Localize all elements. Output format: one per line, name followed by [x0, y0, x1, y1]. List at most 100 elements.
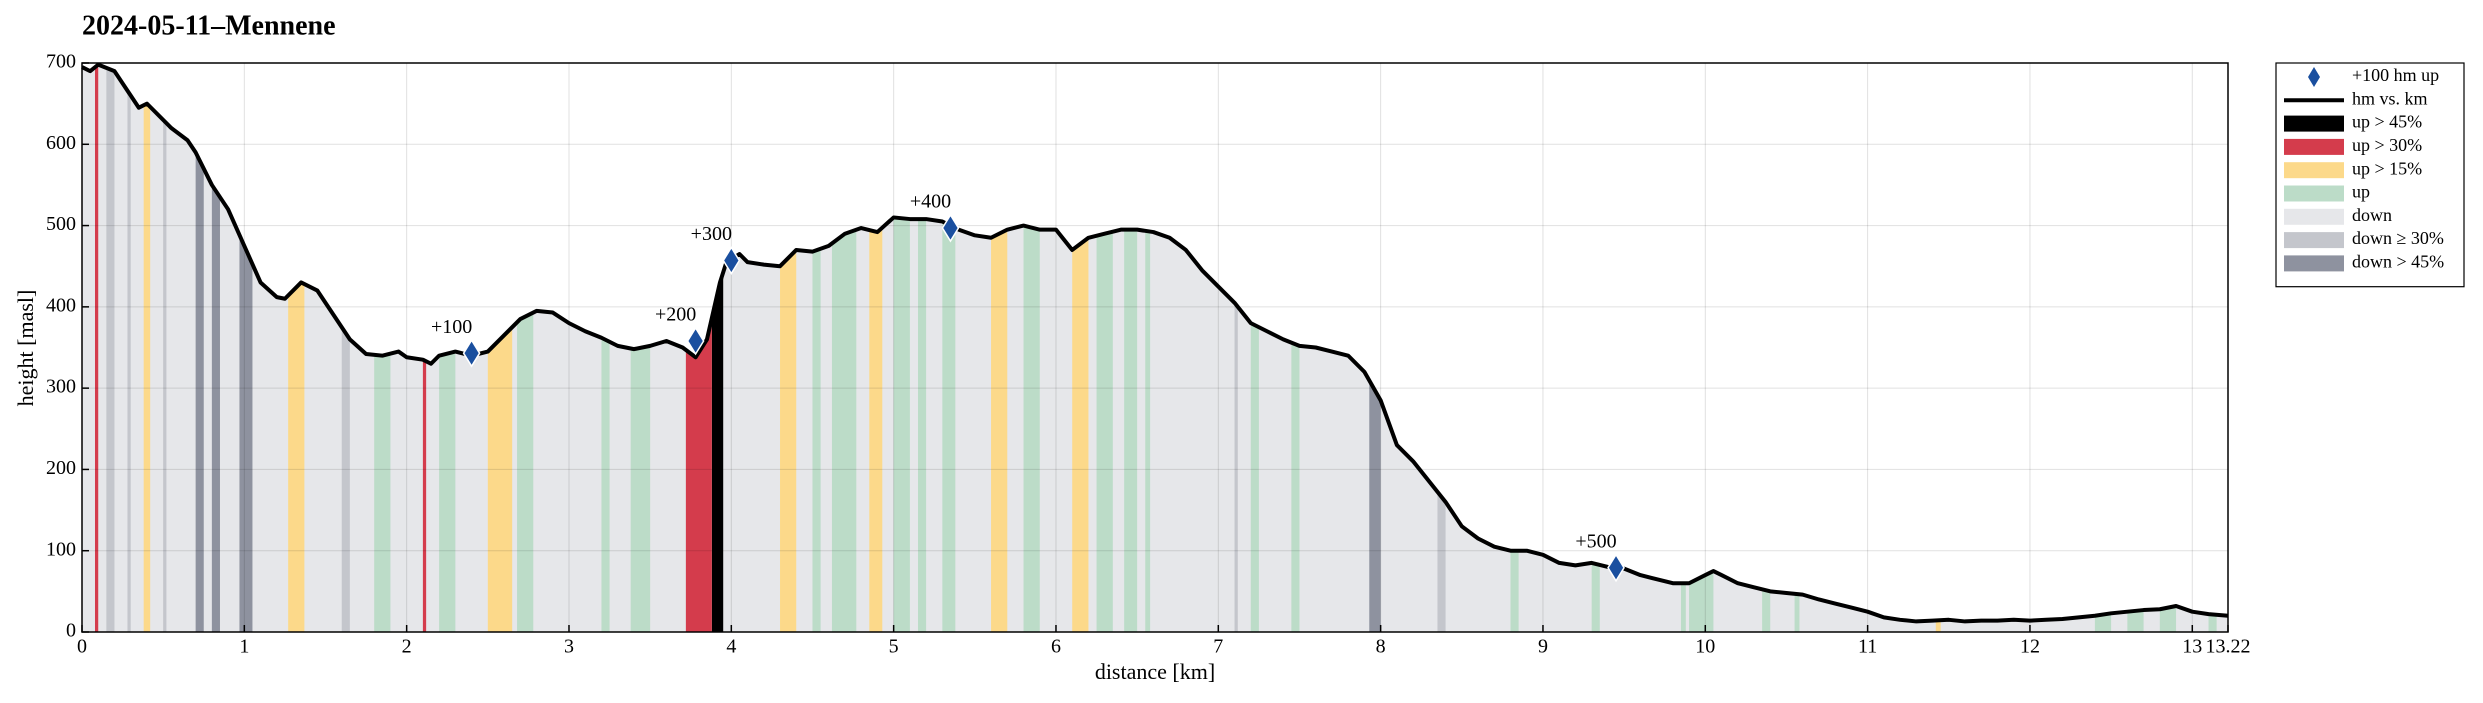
legend-label: up > 45% — [2352, 112, 2422, 132]
segment-band — [831, 64, 857, 632]
profile-line — [81, 62, 2229, 624]
segment-band — [239, 64, 253, 632]
segment-band — [991, 64, 1008, 632]
segment-band — [288, 64, 305, 632]
legend-label: down — [2352, 205, 2392, 225]
legend-swatch — [2284, 232, 2344, 249]
legend-label: down > 45% — [2352, 252, 2444, 272]
segment-band — [2127, 64, 2144, 632]
x-tick-label: 3 — [564, 636, 574, 658]
segment-band — [1023, 64, 1040, 632]
chart-title: 2024-05-11–Mennene — [82, 10, 336, 41]
y-tick-label: 600 — [46, 132, 76, 154]
legend-swatch — [2284, 162, 2344, 179]
hm-marker — [722, 246, 741, 275]
segment-band — [106, 64, 115, 632]
hm-label: +300 — [691, 223, 732, 245]
y-tick-label: 300 — [46, 376, 76, 398]
segment-band — [1291, 64, 1300, 632]
segment-band — [2159, 64, 2177, 632]
segment-band — [341, 64, 350, 632]
x-tick-label: 10 — [1695, 636, 1715, 658]
segment-band — [942, 64, 956, 632]
legend-swatch — [2284, 208, 2344, 225]
legend-label: up > 30% — [2352, 135, 2422, 155]
segment-band — [812, 64, 821, 632]
segment-band — [1689, 64, 1714, 632]
x-tick-label: 7 — [1213, 636, 1223, 658]
segment-band — [82, 64, 2228, 632]
x-tick-label: 1 — [239, 636, 249, 658]
segment-band — [1762, 64, 1771, 632]
x-tick-label: 11 — [1858, 636, 1877, 658]
segment-band — [780, 64, 797, 632]
x-tick-label: 13 — [2182, 636, 2202, 658]
y-tick-label: 400 — [46, 294, 76, 316]
y-tick-label: 0 — [66, 620, 76, 642]
x-tick-label: 4 — [726, 636, 736, 658]
segment-band — [2094, 64, 2112, 632]
x-tick-label: 2 — [402, 636, 412, 658]
segment-band — [1124, 64, 1138, 632]
segment-band — [439, 64, 456, 632]
hm-label: +200 — [655, 304, 696, 326]
x-tick-label: 8 — [1376, 636, 1386, 658]
plot-frame — [81, 62, 2229, 633]
hm-marker — [462, 338, 481, 368]
x-tick-label: 13.22 — [2206, 636, 2251, 658]
segment-band — [1369, 64, 1381, 632]
segment-band — [917, 64, 927, 632]
segment-band — [374, 64, 391, 632]
segment-band — [127, 64, 131, 632]
y-tick-label: 500 — [46, 213, 76, 235]
legend-label: +100 hm up — [2352, 65, 2439, 85]
segment-band — [1510, 64, 1519, 632]
y-tick-label: 700 — [46, 51, 76, 73]
segment-band — [1072, 64, 1089, 632]
hm-marker — [686, 326, 705, 356]
x-axis-label: distance [km] — [1095, 659, 1215, 684]
segment-band — [1145, 64, 1151, 632]
legend-label: up — [2352, 182, 2370, 202]
segment-band — [211, 64, 220, 632]
segment-band — [711, 64, 724, 632]
segment-band — [2208, 64, 2217, 632]
segment-band — [195, 64, 204, 632]
hm-marker — [941, 213, 960, 243]
legend-label: up > 15% — [2352, 158, 2422, 178]
x-tick-label: 5 — [889, 636, 899, 658]
legend-swatch — [2284, 115, 2344, 132]
segment-band — [1096, 64, 1113, 632]
hm-marker — [1607, 553, 1625, 583]
legend-label: hm vs. km — [2352, 88, 2428, 108]
y-axis-label: height [masl] — [13, 290, 38, 407]
legend-label: down ≥ 30% — [2352, 228, 2444, 248]
y-tick-label: 200 — [46, 457, 76, 479]
legend-swatch — [2308, 67, 2320, 87]
segment-band — [601, 64, 610, 632]
segment-band — [517, 64, 534, 632]
segment-band — [1234, 64, 1238, 632]
legend-swatch — [2284, 185, 2344, 202]
segment-band — [163, 64, 167, 632]
segment-band — [869, 64, 883, 632]
legend-swatch — [2284, 255, 2344, 272]
y-tick-label: 100 — [46, 538, 76, 560]
bands — [82, 64, 2228, 632]
x-tick-label: 0 — [77, 636, 87, 658]
segment-band — [1935, 64, 1941, 632]
x-tick-label: 6 — [1051, 636, 1061, 658]
segment-band — [893, 64, 910, 632]
segment-band — [143, 64, 151, 632]
x-tick-label: 9 — [1538, 636, 1548, 658]
segment-band — [94, 64, 99, 632]
hm-label: +500 — [1575, 530, 1616, 552]
hm-label: +400 — [910, 191, 951, 213]
hm-label: +100 — [431, 316, 472, 338]
segment-band — [422, 64, 427, 632]
segment-band — [1250, 64, 1259, 632]
segment-band — [1437, 64, 1446, 632]
segment-band — [1794, 64, 1800, 632]
legend-swatch — [2284, 138, 2344, 155]
